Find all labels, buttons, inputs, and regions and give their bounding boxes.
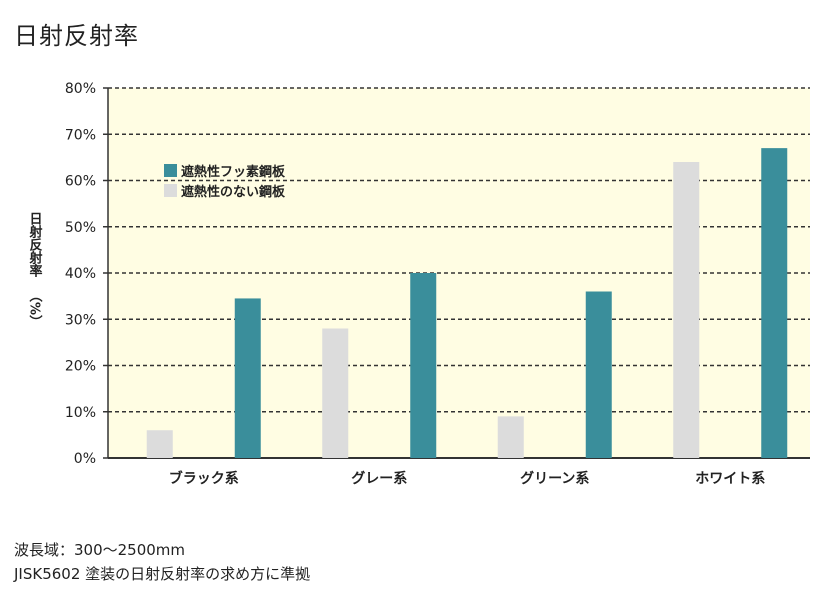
y-tick-label: 50% — [65, 220, 96, 236]
x-tick-label: ブラック系 — [169, 470, 239, 487]
reflectance-chart: 0% 10% 20% 30% 40% 50% 60% 70% 80% ブラック系 グレー系 グリーン系… — [65, 81, 810, 487]
y-tick-label: 10% — [65, 405, 96, 421]
legend-swatch — [164, 164, 177, 177]
legend-label: 遮熱性フッ素鋼板 — [181, 164, 286, 180]
y-tick-label: 30% — [65, 312, 96, 328]
y-tick-label: 60% — [65, 174, 96, 190]
y-tick-label: 20% — [65, 359, 96, 375]
y-tick-label: 70% — [65, 127, 96, 143]
bar — [322, 328, 349, 458]
standard-note: JISK5602 塗装の日射反射率の求め方に準拠 — [14, 565, 311, 583]
y-axis-label-unit: （%） — [26, 289, 42, 329]
bar — [585, 291, 612, 458]
bar — [497, 416, 524, 458]
bar — [673, 162, 700, 458]
page-title: 日射反射率 — [14, 22, 139, 50]
wavelength-note: 波長域：300～2500mm — [14, 541, 186, 559]
notes: 波長域：300～2500mm JISK5602 塗装の日射反射率の求め方に準拠 — [14, 538, 310, 586]
y-tick-label: 40% — [65, 266, 96, 282]
y-axis-label: 日射反射率 （%） — [22, 212, 46, 332]
y-tick-label: 80% — [65, 81, 96, 97]
y-axis-label-text: 日射反射率 — [26, 212, 42, 277]
y-tick-label: 0% — [74, 451, 96, 467]
x-tick-label: グレー系 — [351, 470, 407, 487]
x-tick-label: ホワイト系 — [695, 470, 765, 487]
bar — [234, 298, 261, 458]
legend-label: 遮熱性のない鋼板 — [181, 184, 286, 200]
bar — [410, 273, 437, 458]
bar — [146, 430, 173, 458]
x-tick-label: グリーン系 — [520, 470, 589, 487]
legend-swatch — [164, 184, 177, 197]
bar — [761, 148, 788, 458]
